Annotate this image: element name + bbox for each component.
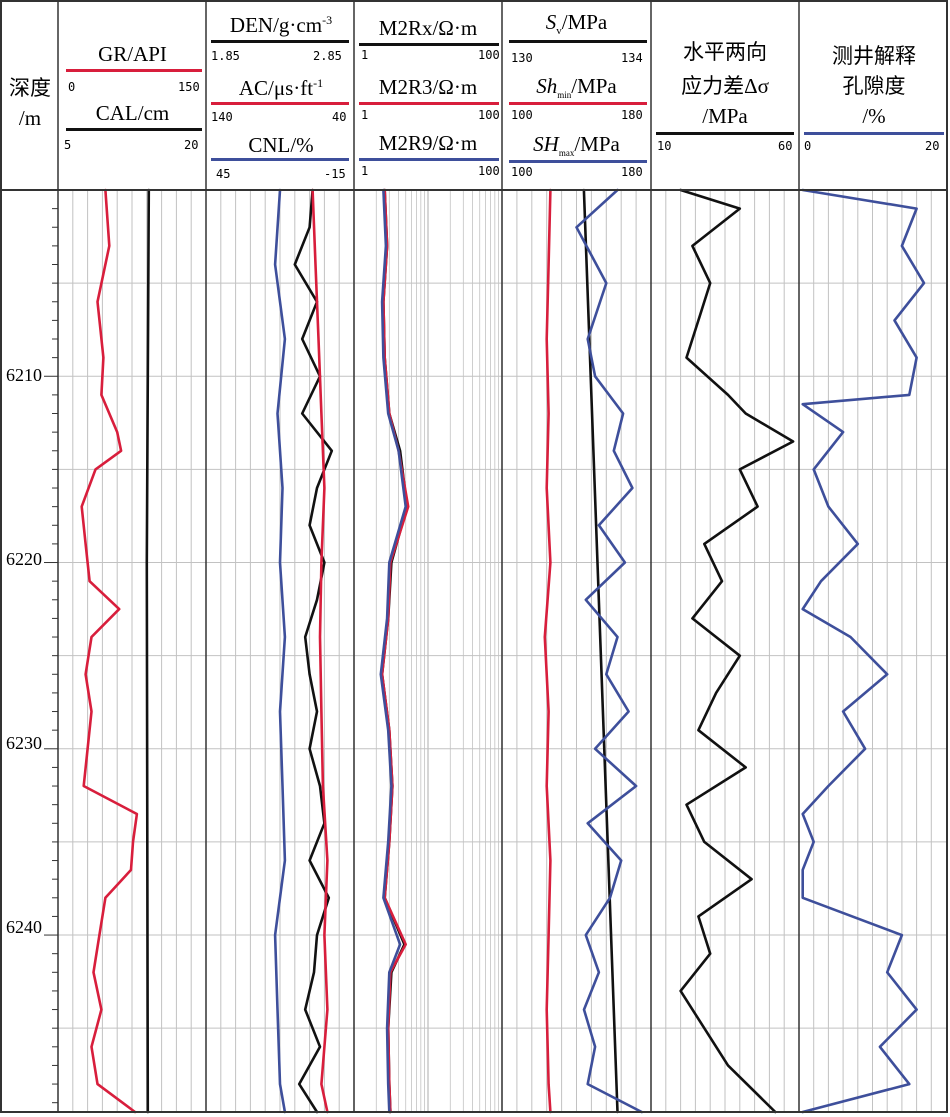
series-line--mpa xyxy=(679,188,795,1114)
den-curve-label: DEN/g·cm-3 xyxy=(229,13,333,37)
rx-scale-max: 100 xyxy=(478,48,500,62)
gr-scale-min: 0 xyxy=(68,80,76,94)
grid-layer xyxy=(44,190,946,1112)
porosity-scale-max: 20 xyxy=(925,139,940,153)
sv-legend-line xyxy=(509,40,647,43)
cnl-scale-max: -15 xyxy=(324,167,346,181)
stress-diff-scale-min: 10 xyxy=(657,139,672,153)
shmax-scale-max: 180 xyxy=(621,165,643,179)
ac-scale-min: 140 xyxy=(211,110,233,124)
porosity-title-line1: 测井解释 xyxy=(832,44,916,68)
series-line-m2r9-m xyxy=(379,188,408,1114)
cal-scale-min: 5 xyxy=(64,138,72,152)
rx-curve-label: M2Rx/Ω·m xyxy=(378,16,478,40)
ac-curve-label: AC/μs·ft-1 xyxy=(238,76,324,100)
den-legend-line xyxy=(211,40,349,43)
series-line-m2r3-m xyxy=(380,188,410,1114)
porosity-legend-line xyxy=(804,132,944,135)
sv-curve-label: Sv/MPa xyxy=(545,10,608,38)
series-line-gr-api xyxy=(80,188,139,1114)
r9-scale-min: 1 xyxy=(361,164,369,178)
gr-curve-label: GR/API xyxy=(98,42,167,66)
depth-title-line2: /m xyxy=(18,106,42,130)
cal-legend-line xyxy=(66,128,202,131)
r9-scale-max: 100 xyxy=(478,164,500,178)
series-line-den-g-cm-3 xyxy=(293,188,334,1114)
shmax-legend-line xyxy=(509,160,647,163)
depth-tick-label: 6210 xyxy=(6,365,42,385)
r9-curve-label: M2R9/Ω·m xyxy=(378,131,478,155)
stress-diff-title-line1: 水平两向 xyxy=(683,40,767,64)
stress-diff-title-line3: /MPa xyxy=(702,104,748,128)
depth-title-line1: 深度 xyxy=(9,76,51,100)
porosity-scale-min: 0 xyxy=(804,139,812,153)
den-scale-max: 2.85 xyxy=(313,49,342,63)
stress-diff-legend-line xyxy=(656,132,794,135)
porosity-title-line2: 孔隙度 xyxy=(842,74,906,98)
porosity-title-line3: /% xyxy=(862,104,886,128)
sv-scale-min: 130 xyxy=(511,51,533,65)
rx-legend-line xyxy=(359,43,499,46)
r3-curve-label: M2R3/Ω·m xyxy=(378,75,478,99)
depth-tick-label: 6220 xyxy=(6,549,42,569)
sv-scale-max: 134 xyxy=(621,51,643,65)
series-line-- xyxy=(801,188,926,1114)
ac-scale-max: 40 xyxy=(332,110,347,124)
depth-tick-label: 6230 xyxy=(6,733,42,753)
series-line-ac-s-ft-1 xyxy=(311,188,329,1114)
den-scale-min: 1.85 xyxy=(211,49,240,63)
stress-diff-title-line2: 应力差Δσ xyxy=(681,74,769,98)
cal-curve-label: CAL/cm xyxy=(95,101,170,125)
ac-legend-line xyxy=(211,102,349,105)
gr-legend-line xyxy=(66,69,202,72)
r3-scale-max: 100 xyxy=(478,108,500,122)
r3-legend-line xyxy=(359,102,499,105)
shmin-legend-line xyxy=(509,102,647,105)
r3-scale-min: 1 xyxy=(361,108,369,122)
shmax-curve-label: SHmax/MPa xyxy=(533,132,620,159)
rx-scale-min: 1 xyxy=(361,48,369,62)
shmin-scale-min: 100 xyxy=(511,108,533,122)
r9-legend-line xyxy=(359,158,499,161)
cnl-legend-line xyxy=(211,158,349,161)
cal-scale-max: 20 xyxy=(184,138,199,152)
depth-tick-label: 6240 xyxy=(6,917,42,937)
shmin-curve-label: Shmin/MPa xyxy=(536,74,617,101)
shmin-scale-max: 180 xyxy=(621,108,643,122)
cnl-curve-label: CNL/% xyxy=(248,133,314,157)
shmax-scale-min: 100 xyxy=(511,165,533,179)
series-line-cnl- xyxy=(273,188,287,1114)
gr-scale-max: 150 xyxy=(178,80,200,94)
series-line-cal-cm xyxy=(145,188,151,1114)
series-line-shmax-mpa xyxy=(575,188,644,1114)
series-line-shmin-mpa xyxy=(543,188,552,1114)
stress-diff-scale-max: 60 xyxy=(778,139,793,153)
curve-layer xyxy=(80,188,926,1114)
cnl-scale-min: 45 xyxy=(216,167,231,181)
